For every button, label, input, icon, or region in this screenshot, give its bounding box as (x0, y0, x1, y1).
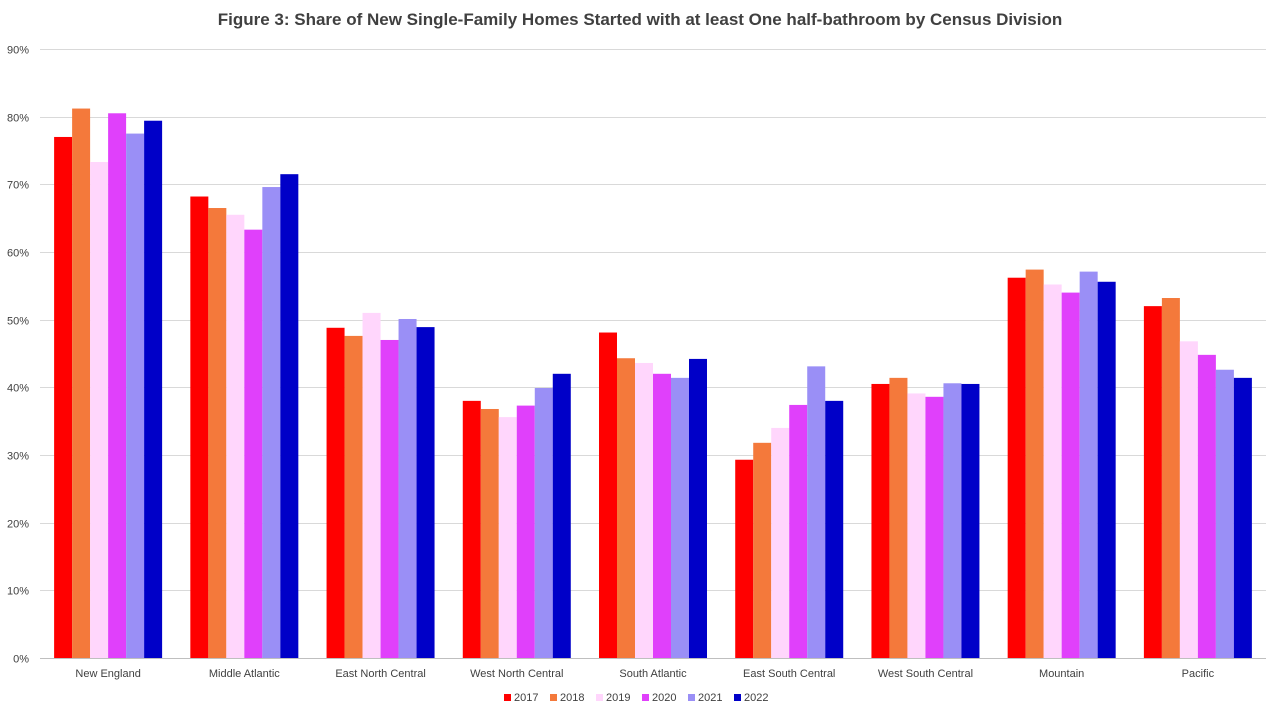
bar (480, 408, 499, 658)
bar (1233, 377, 1252, 658)
bar (144, 120, 163, 658)
bar (126, 133, 145, 659)
y-tick-label: 70% (7, 180, 29, 192)
legend-swatch (550, 694, 557, 701)
bar (326, 327, 345, 658)
x-tick-label: Pacific (1182, 668, 1215, 680)
bar (1025, 269, 1044, 658)
axes: 0% 10% 20% 30% 40% 50% 60% 70% 80% 90% New England… (7, 45, 1266, 680)
bar (280, 174, 299, 658)
bar (208, 208, 227, 658)
y-tick-label: 0% (13, 654, 29, 666)
legend: 2017 2018 2019 2020 2021 2022 (504, 692, 768, 704)
bar (807, 366, 826, 658)
bar (1043, 284, 1062, 658)
bar (398, 318, 417, 658)
bar (262, 187, 281, 659)
bar (1143, 306, 1162, 658)
bar (498, 417, 517, 658)
bar (516, 405, 535, 658)
bar (108, 113, 127, 659)
bar (617, 358, 635, 658)
x-tick-label: Middle Atlantic (209, 668, 280, 680)
x-tick-label: East South Central (743, 668, 835, 680)
legend-label: 2020 (652, 692, 676, 704)
bar (1097, 281, 1116, 658)
y-tick-label: 40% (7, 383, 29, 395)
legend-swatch (688, 694, 695, 701)
bar (534, 388, 553, 658)
bar (889, 377, 908, 658)
bar (671, 377, 689, 658)
bar (462, 400, 481, 658)
y-tick-label: 30% (7, 451, 29, 463)
bar (771, 427, 790, 658)
legend-swatch (596, 694, 603, 701)
legend-label: 2019 (606, 692, 630, 704)
bar (1161, 298, 1180, 658)
x-tick-label: West South Central (878, 668, 973, 680)
bar (226, 214, 245, 659)
bar (1179, 341, 1198, 658)
legend-swatch (734, 694, 741, 701)
bar (416, 327, 435, 658)
y-tick-label: 60% (7, 248, 29, 260)
bar (689, 358, 707, 658)
bar (362, 312, 381, 658)
legend-label: 2018 (560, 692, 584, 704)
bar (90, 162, 109, 658)
legend-label: 2017 (514, 692, 538, 704)
bar (871, 383, 890, 658)
chart-title: Figure 3: Share of New Single-Family Hom… (217, 10, 1063, 29)
bar (54, 136, 73, 658)
bar (1079, 271, 1098, 658)
bar (380, 339, 399, 658)
bars (54, 108, 1252, 659)
y-tick-label: 80% (7, 113, 29, 125)
bar (1007, 277, 1026, 658)
bar (735, 459, 754, 658)
x-tick-label: New England (75, 668, 140, 680)
y-tick-label: 50% (7, 316, 29, 328)
bar (1197, 354, 1216, 658)
x-tick-label: Mountain (1039, 668, 1084, 680)
x-tick-label: South Atlantic (619, 668, 687, 680)
bar (653, 373, 671, 658)
bar (961, 383, 980, 658)
bar (244, 229, 263, 659)
legend-label: 2021 (698, 692, 722, 704)
bar (943, 383, 962, 658)
bar (635, 362, 653, 658)
bar (72, 108, 91, 658)
bar (344, 335, 363, 658)
bar (552, 373, 571, 658)
x-tick-label: East North Central (335, 668, 425, 680)
y-tick-label: 20% (7, 519, 29, 531)
legend-swatch (642, 694, 649, 701)
bar (789, 404, 808, 658)
y-tick-label: 10% (7, 586, 29, 598)
legend-swatch (504, 694, 511, 701)
bar (1061, 292, 1080, 658)
bar (825, 400, 844, 658)
bar (753, 442, 772, 658)
legend-label: 2022 (744, 692, 768, 704)
bar (1215, 369, 1234, 658)
y-tick-label: 90% (7, 45, 29, 57)
bar (925, 396, 944, 658)
bar (599, 332, 617, 658)
bar (190, 196, 209, 658)
bar (907, 393, 926, 658)
x-tick-label: West North Central (470, 668, 563, 680)
